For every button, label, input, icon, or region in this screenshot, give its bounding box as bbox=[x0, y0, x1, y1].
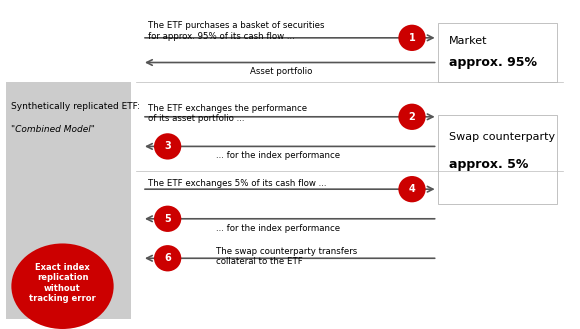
Text: Market: Market bbox=[449, 36, 487, 46]
Text: The ETF exchanges the performance
of its asset portfolio ...: The ETF exchanges the performance of its… bbox=[148, 104, 307, 123]
Text: The ETF purchases a basket of securities
for approx. 95% of its cash flow ...: The ETF purchases a basket of securities… bbox=[148, 21, 324, 41]
Text: 1: 1 bbox=[409, 33, 415, 43]
Text: The ETF exchanges 5% of its cash flow ...: The ETF exchanges 5% of its cash flow ..… bbox=[148, 179, 327, 188]
Ellipse shape bbox=[154, 245, 182, 271]
Text: Synthetically replicated ETF:: Synthetically replicated ETF: bbox=[12, 102, 140, 111]
FancyBboxPatch shape bbox=[437, 115, 557, 204]
Ellipse shape bbox=[398, 104, 426, 130]
Ellipse shape bbox=[12, 243, 114, 329]
Ellipse shape bbox=[154, 206, 182, 232]
FancyBboxPatch shape bbox=[6, 82, 130, 319]
Text: 2: 2 bbox=[409, 112, 415, 122]
Text: Swap counterparty: Swap counterparty bbox=[449, 132, 555, 141]
Text: ... for the index performance: ... for the index performance bbox=[216, 151, 340, 160]
Text: "Combined Model": "Combined Model" bbox=[12, 125, 95, 134]
Text: Exact index
replication
without
tracking error: Exact index replication without tracking… bbox=[29, 263, 96, 303]
Text: ... for the index performance: ... for the index performance bbox=[216, 224, 340, 233]
Text: The swap counterparty transfers
collateral to the ETF: The swap counterparty transfers collater… bbox=[216, 247, 357, 266]
Text: Asset portfolio: Asset portfolio bbox=[250, 67, 313, 76]
Ellipse shape bbox=[154, 133, 182, 160]
Text: 6: 6 bbox=[164, 253, 171, 263]
Ellipse shape bbox=[398, 176, 426, 202]
Text: approx. 95%: approx. 95% bbox=[449, 56, 537, 69]
FancyBboxPatch shape bbox=[437, 23, 557, 82]
Text: 3: 3 bbox=[164, 141, 171, 151]
Text: 4: 4 bbox=[409, 184, 415, 194]
Text: 5: 5 bbox=[164, 214, 171, 224]
Text: approx. 5%: approx. 5% bbox=[449, 158, 528, 171]
Ellipse shape bbox=[398, 25, 426, 51]
